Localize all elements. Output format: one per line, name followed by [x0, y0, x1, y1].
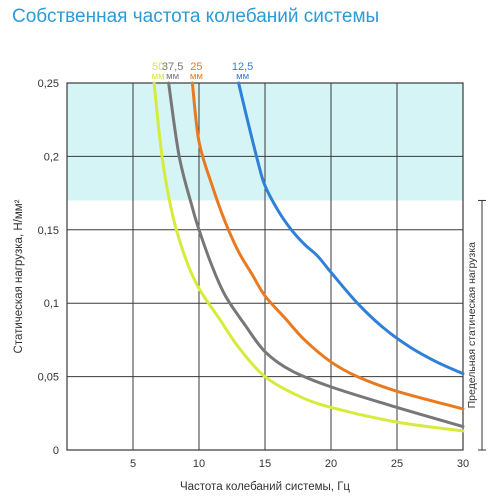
series-line-25 — [190, 81, 465, 411]
y-tick-label: 0,25 — [38, 78, 59, 90]
y-tick-label: 0,2 — [44, 151, 59, 163]
series-line-50 — [152, 81, 465, 433]
series-unit: мм — [236, 71, 249, 82]
series-label: 50 — [152, 61, 164, 73]
x-axis-label: Частота колебаний системы, Гц — [180, 481, 350, 493]
x-tick-label: 5 — [130, 458, 136, 470]
y-axis-label: Статическая нагрузка, Н/мм² — [13, 199, 25, 353]
x-tick-label: 20 — [325, 458, 337, 470]
series-line-12-5 — [237, 81, 465, 376]
series-unit: мм — [152, 71, 165, 82]
series-label: 37,5 — [162, 61, 183, 73]
x-tick-label: 25 — [391, 458, 403, 470]
x-tick-label: 10 — [193, 458, 205, 470]
series-unit: мм — [166, 71, 179, 82]
series-unit: мм — [190, 71, 203, 82]
max-load-label: Предельная статическая нагрузка — [466, 242, 478, 409]
plot-frame — [66, 82, 464, 451]
x-tick-label: 30 — [457, 458, 469, 470]
series-label: 25 — [190, 61, 202, 73]
y-tick-label: 0,05 — [38, 372, 59, 384]
y-tick-label: 0,15 — [38, 225, 59, 237]
series-line-37-5 — [167, 81, 465, 429]
y-tick-label: 0,1 — [44, 298, 59, 310]
y-tick-label: 0 — [53, 445, 59, 457]
chart-title: Собственная частота колебаний системы — [12, 6, 380, 27]
x-tick-label: 15 — [259, 458, 271, 470]
series-label: 12,5 — [232, 61, 253, 73]
